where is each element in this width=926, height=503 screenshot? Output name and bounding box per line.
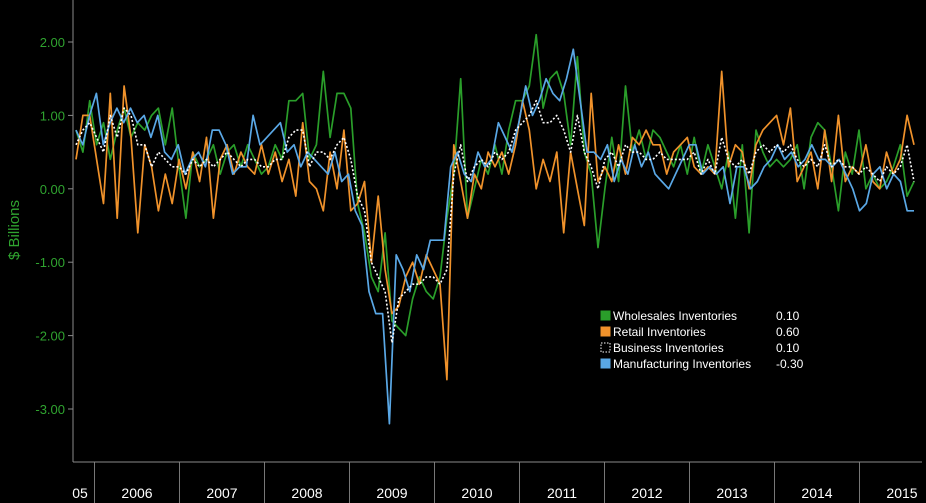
y-tick-label: 2.00 (40, 35, 65, 50)
y-tick-label: 0.00 (40, 182, 65, 197)
series-line-retail-inventories (75, 70, 915, 381)
legend: Wholesales Inventories 0.10 Retail Invento… (596, 302, 814, 375)
x-tick-label: 2012 (631, 485, 662, 501)
legend-label: Retail Inventories (613, 325, 706, 339)
y-tick-label: -2.00 (35, 329, 65, 344)
legend-value: -0.30 (776, 357, 804, 371)
y-tick-label: -1.00 (35, 255, 65, 270)
axes (72, 0, 922, 463)
y-tick-label: -3.00 (35, 402, 65, 417)
legend-value: 0.10 (776, 309, 800, 323)
series-line-manufacturing-inventories (75, 48, 914, 425)
x-tick-label: 2013 (716, 485, 747, 501)
x-tick-label: 2008 (291, 485, 322, 501)
x-tick-labels: 05 2006 2007 2008 2009 2010 2011 2012 2013 2014 20… (72, 485, 918, 501)
series-lines (75, 33, 915, 425)
legend-label: Wholesales Inventories (613, 309, 737, 323)
x-tick-label: 2014 (801, 485, 832, 501)
series-line-business-inventories (75, 99, 915, 344)
legend-swatch (600, 310, 611, 321)
legend-value: 0.60 (776, 325, 800, 339)
x-tick-label: 2010 (461, 485, 492, 501)
x-tick-label: 2007 (206, 485, 237, 501)
y-tick-label: 1.00 (40, 108, 65, 123)
legend-label: Business Inventories (613, 341, 724, 355)
x-tick-label: 2006 (121, 485, 152, 501)
legend-label: Manufacturing Inventories (613, 357, 751, 371)
x-tick-label: 2009 (376, 485, 407, 501)
legend-value: 0.10 (776, 341, 800, 355)
legend-background (596, 302, 814, 375)
legend-swatch (600, 326, 611, 337)
y-tick-labels: 2.00 1.00 0.00 -1.00 -2.00 -3.00 (35, 35, 73, 417)
legend-swatch (600, 358, 611, 369)
x-tick-label: 2011 (547, 485, 577, 501)
gridlines (94, 462, 860, 503)
x-tick-label: 2015 (886, 485, 917, 501)
legend-swatch (600, 342, 611, 353)
y-axis-title: $ Billions (6, 200, 23, 260)
x-tick-label: 05 (72, 485, 88, 501)
